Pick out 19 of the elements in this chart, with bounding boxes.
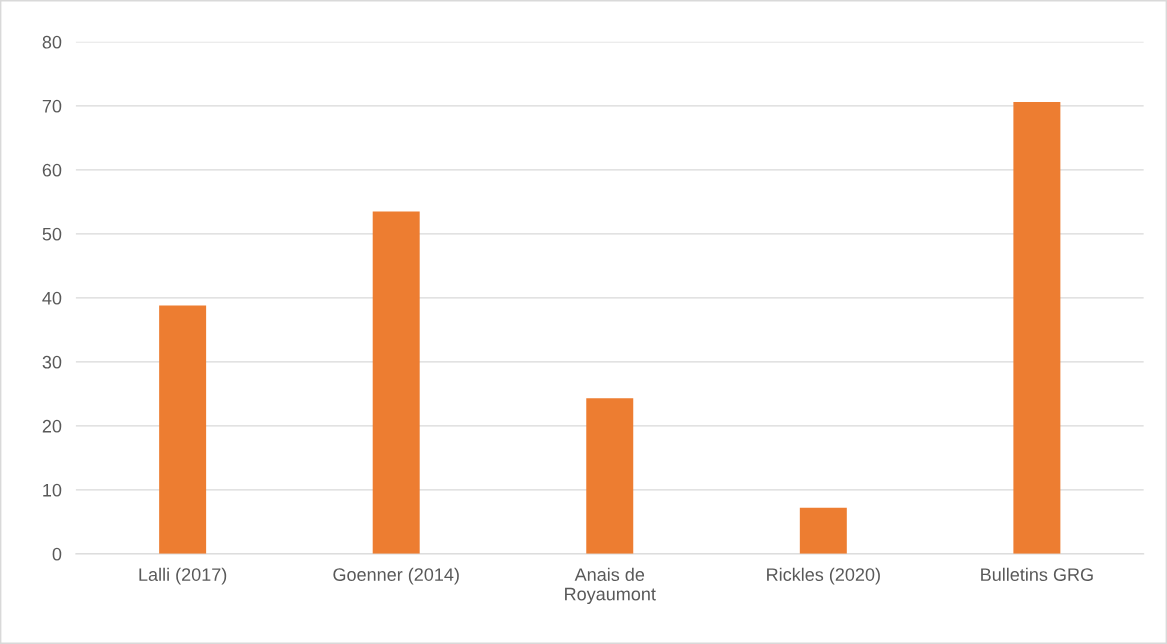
y-tick-label: 0 — [52, 547, 62, 561]
bar — [372, 211, 420, 554]
x-tick-label: Lalli (2017) — [139, 567, 227, 585]
y-tick-label: 70 — [42, 99, 62, 113]
bar — [159, 305, 207, 554]
bar — [1013, 102, 1061, 554]
y-tick-label: 60 — [42, 163, 62, 177]
bar — [586, 398, 634, 554]
y-tick-label: 10 — [43, 483, 62, 497]
y-tick-label: 40 — [42, 291, 62, 305]
y-tick-label: 30 — [42, 355, 62, 369]
y-tick-label: 20 — [42, 419, 62, 433]
y-tick-label: 80 — [42, 35, 62, 49]
x-tick-label: Rickles (2020) — [767, 567, 880, 585]
x-tick-label: Bulletins GRG — [981, 567, 1093, 581]
x-tick-label: Goenner (2014) — [333, 567, 459, 585]
bar — [799, 507, 847, 554]
x-tick-label: Anais de Royaumont — [565, 567, 656, 605]
y-tick-label: 50 — [42, 227, 62, 241]
